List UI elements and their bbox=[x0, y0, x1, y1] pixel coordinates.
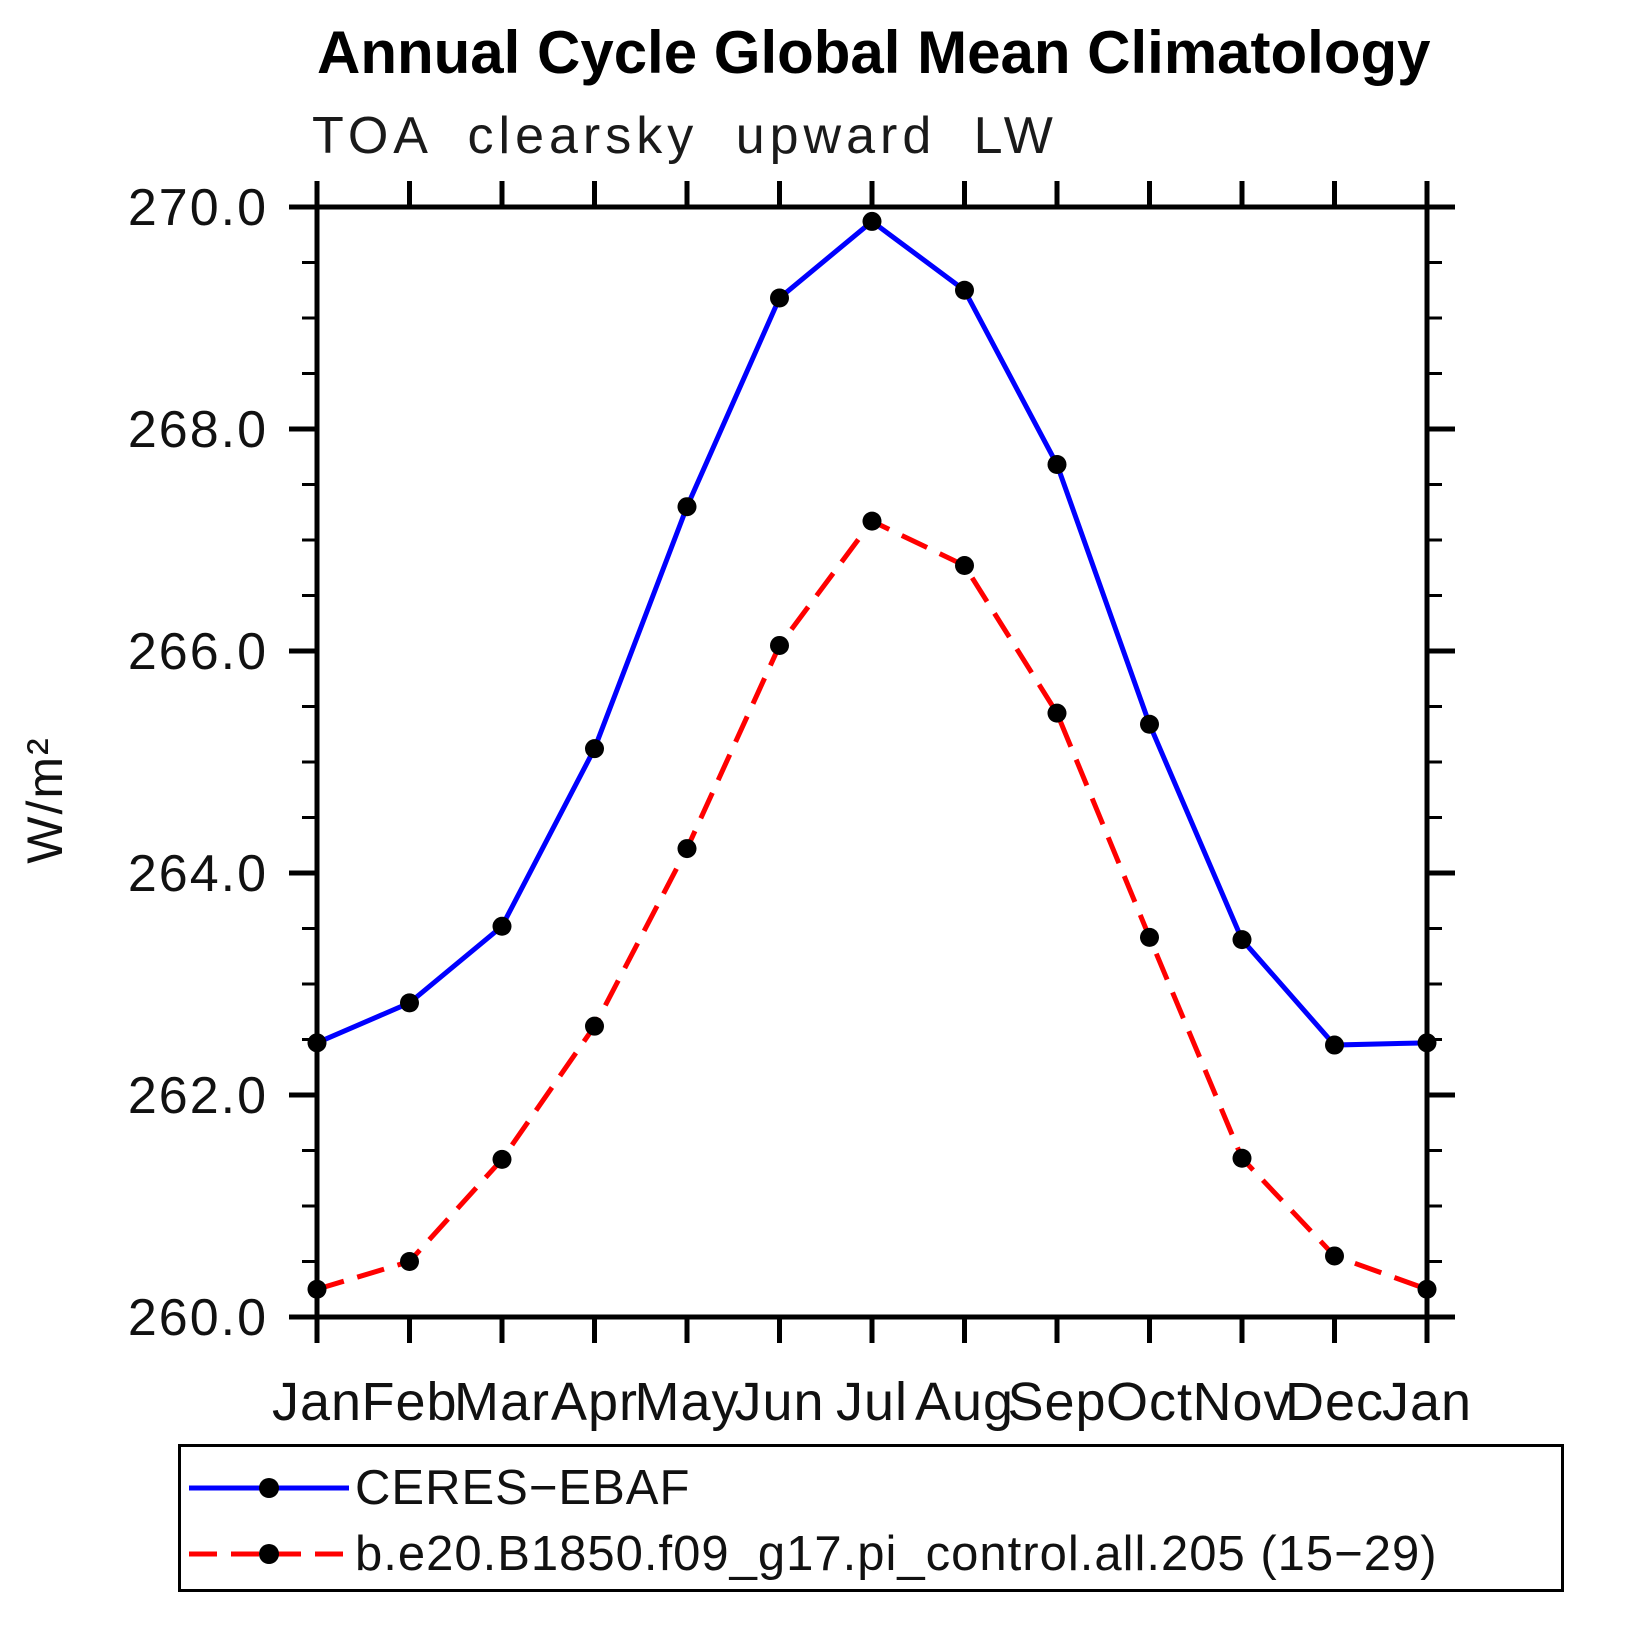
x-tick-label: Oct bbox=[1106, 1372, 1193, 1432]
data-point bbox=[1232, 1148, 1252, 1168]
y-tick-label: 260.0 bbox=[128, 1289, 268, 1347]
x-tick-label: Jan bbox=[272, 1372, 362, 1432]
legend-marker-dot bbox=[259, 1544, 279, 1564]
data-point bbox=[400, 993, 419, 1013]
data-point bbox=[1417, 1033, 1437, 1053]
legend-sample-solid bbox=[189, 1478, 349, 1498]
y-tick-label: 268.0 bbox=[128, 401, 268, 459]
x-tick-label: Jun bbox=[734, 1372, 824, 1432]
data-point bbox=[770, 635, 789, 655]
legend-item-model: b.e20.B1850.f09_g17.pi_control.all.205 (… bbox=[181, 1521, 1561, 1587]
x-tick-label: Aug bbox=[915, 1372, 1014, 1432]
data-point bbox=[770, 288, 789, 308]
legend-label-model: b.e20.B1850.f09_g17.pi_control.all.205 (… bbox=[355, 1526, 1438, 1581]
x-tick-label: Sep bbox=[1007, 1372, 1106, 1432]
data-point bbox=[862, 211, 882, 231]
data-point bbox=[1232, 930, 1252, 950]
axis-frame bbox=[314, 204, 1430, 1320]
y-tick-label: 266.0 bbox=[128, 623, 268, 681]
x-tick-label: Dec bbox=[1285, 1372, 1384, 1432]
data-point bbox=[1140, 927, 1159, 947]
x-tick-label: Jan bbox=[1382, 1372, 1472, 1432]
x-tick-label: Feb bbox=[361, 1372, 457, 1432]
data-point bbox=[677, 497, 697, 517]
data-point bbox=[955, 556, 974, 576]
data-point bbox=[307, 1279, 327, 1299]
data-point bbox=[492, 1149, 512, 1169]
data-point bbox=[955, 280, 974, 300]
x-tick-label: Jul bbox=[836, 1372, 908, 1432]
data-point bbox=[585, 1016, 604, 1036]
data-point bbox=[1417, 1279, 1437, 1299]
data-point bbox=[1047, 455, 1067, 475]
legend-sample-dashed bbox=[189, 1544, 349, 1564]
y-tick-label: 264.0 bbox=[128, 845, 268, 903]
data-point bbox=[585, 739, 604, 759]
data-point bbox=[1047, 703, 1067, 723]
legend: CERES−EBAF b.e20.B1850.f09_g17.pi_contro… bbox=[178, 1444, 1564, 1592]
data-point bbox=[677, 839, 697, 859]
data-point bbox=[1140, 714, 1159, 734]
chart-subtitle: TOA clearsky upward LW bbox=[312, 107, 1058, 165]
data-point bbox=[1325, 1035, 1344, 1055]
x-tick-label: Mar bbox=[454, 1372, 550, 1432]
chart-title: Annual Cycle Global Mean Climatology bbox=[317, 19, 1431, 86]
data-point bbox=[400, 1252, 419, 1271]
y-axis-title: W/m² bbox=[17, 736, 73, 863]
x-tick-label: Nov bbox=[1192, 1372, 1291, 1432]
data-point bbox=[307, 1033, 327, 1053]
legend-item-ceres-ebaf: CERES−EBAF bbox=[181, 1455, 1561, 1521]
x-tick-label: Apr bbox=[551, 1372, 638, 1432]
x-tick-label: May bbox=[634, 1372, 739, 1432]
data-point bbox=[1325, 1246, 1344, 1266]
legend-marker-dot bbox=[259, 1478, 279, 1498]
data-point bbox=[862, 511, 882, 531]
legend-label-ceres-ebaf: CERES−EBAF bbox=[355, 1460, 691, 1515]
series-line-0 bbox=[316, 218, 1428, 1048]
series-line-1 bbox=[316, 517, 1428, 1292]
y-tick-label: 270.0 bbox=[128, 179, 268, 237]
data-point bbox=[492, 916, 512, 936]
y-tick-label: 262.0 bbox=[128, 1067, 268, 1125]
